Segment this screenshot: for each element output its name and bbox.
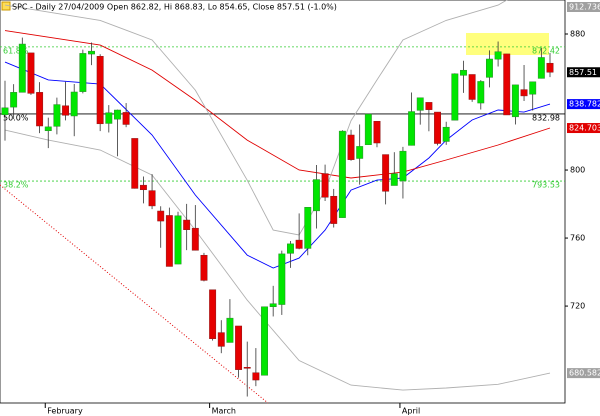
candle-body (174, 215, 182, 265)
candle-body (546, 62, 554, 73)
candle-body (114, 109, 121, 120)
candle-body (217, 332, 225, 347)
candle-body (269, 303, 277, 308)
candle-body (44, 126, 52, 132)
level-value: 793.53 (532, 181, 560, 190)
candle-body (287, 243, 294, 254)
candle-body (122, 112, 130, 125)
candle-body (416, 97, 424, 111)
y-tick-label: 880 (570, 30, 585, 39)
candle-body (451, 73, 459, 121)
plot-frame (0, 0, 566, 404)
candle-body (36, 92, 44, 127)
candle-body (252, 372, 260, 381)
candle-body (88, 50, 95, 55)
price-box-label: 912.736 (569, 3, 600, 12)
candle-body (200, 254, 208, 281)
candle-body (529, 81, 537, 95)
candle-body (53, 104, 61, 127)
candle-body (477, 81, 485, 104)
y-tick-label: 720 (570, 302, 585, 311)
candle-body (364, 113, 372, 145)
candle-body (390, 173, 398, 186)
level-label: 61.8% (3, 46, 29, 55)
candle-body (243, 367, 251, 369)
candle-body (261, 306, 268, 376)
candle-body (27, 52, 35, 94)
candle-body (399, 150, 407, 182)
candle-body (442, 126, 450, 142)
candle-body (209, 289, 217, 339)
candle-body (347, 134, 355, 160)
candle-body (295, 239, 303, 249)
candle-body (62, 105, 70, 116)
price-box (567, 99, 600, 110)
level-value: 832.98 (532, 113, 560, 122)
candle-body (148, 190, 156, 207)
price-box (567, 123, 600, 134)
price-box-label: 838.782 (569, 100, 600, 109)
candle-body (338, 130, 346, 218)
candle-body (70, 91, 78, 117)
candle-body (235, 325, 243, 370)
candle-body (511, 84, 519, 118)
candle-body (460, 69, 467, 76)
candle-body (165, 215, 173, 267)
price-box-label: 824.703 (569, 124, 600, 133)
candle-body (157, 210, 165, 222)
indicator-line (4, 129, 551, 391)
indicator-line (4, 30, 551, 179)
x-tick-label: March (212, 407, 236, 416)
candle-body (503, 53, 511, 116)
candle-body (356, 146, 364, 159)
candle-body (330, 195, 338, 224)
candle-body (312, 179, 320, 212)
level-value: 872.42 (532, 46, 560, 55)
candle-body (96, 56, 104, 125)
candle-body (382, 154, 390, 192)
candle-body (105, 112, 113, 124)
candle-body (1, 107, 9, 116)
price-box-label: 857.51 (569, 68, 597, 77)
highlight-zone (466, 33, 549, 55)
level-label: 38.2% (3, 181, 29, 190)
candle-body (537, 57, 545, 79)
x-tick-label: April (402, 407, 420, 416)
fib-fan-line (0, 184, 269, 404)
candle-body (304, 207, 312, 249)
candle-body (183, 219, 191, 230)
price-box (567, 2, 600, 12)
candle-body (434, 111, 441, 144)
price-box (567, 67, 600, 78)
candle-body (520, 89, 528, 97)
candle-body (408, 111, 416, 146)
candle-body (226, 317, 234, 343)
candle-body (139, 184, 147, 191)
y-tick-label: 800 (570, 166, 585, 175)
candle-body (494, 51, 502, 60)
candle-body (485, 58, 493, 78)
chart-title: SPC - Daily 27/04/2009 Open 862.82, Hi 8… (12, 3, 337, 12)
candle-body (373, 120, 381, 144)
x-tick-label: February (47, 407, 83, 416)
indicator-line (4, 61, 551, 269)
candle-body (278, 253, 286, 305)
y-tick-label: 760 (570, 234, 585, 243)
candle-body (18, 43, 26, 93)
candle-body (321, 173, 329, 198)
price-box (567, 368, 600, 379)
candle-body (10, 92, 18, 108)
candle-body (468, 74, 476, 100)
candle-body (79, 53, 87, 92)
level-label: 50.0% (3, 113, 29, 122)
candle-body (425, 102, 433, 110)
price-box-label: 680.582 (569, 369, 600, 378)
candle-body (131, 138, 139, 189)
candle-body (191, 227, 199, 251)
